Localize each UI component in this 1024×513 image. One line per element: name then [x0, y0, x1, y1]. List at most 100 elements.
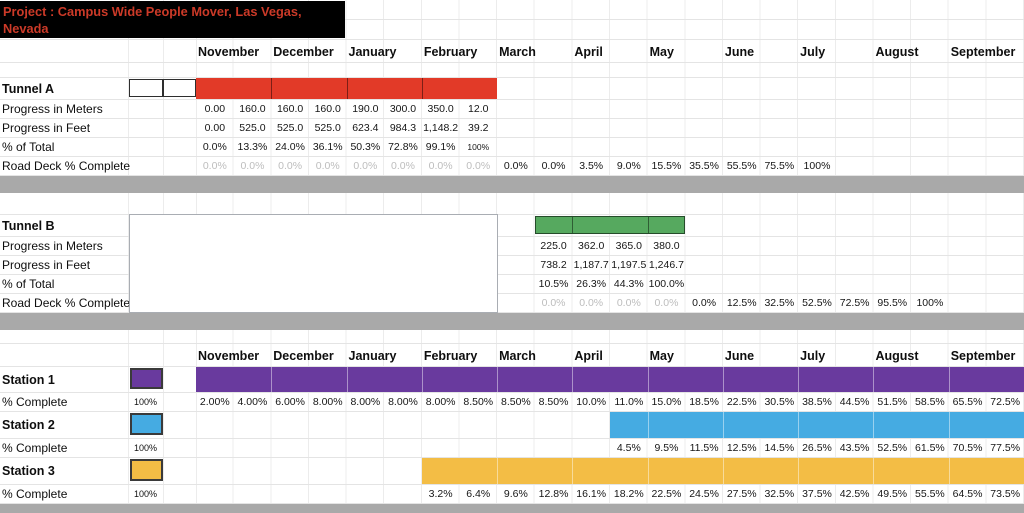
gridline — [128, 458, 129, 484]
month-label-november: November — [198, 45, 260, 59]
station-2-bar-row: Station 2 — [0, 412, 1024, 439]
cell-value: 11.0% — [614, 396, 644, 408]
gridline — [196, 193, 197, 214]
gridline — [163, 40, 164, 62]
cell-value: 55.5% — [726, 160, 757, 172]
month-label-august: August — [875, 349, 919, 363]
cell-value: 12.5% — [726, 442, 757, 454]
cell-value: 61.5% — [915, 442, 945, 454]
cell-value: 0.0% — [240, 160, 265, 172]
month-divider — [421, 78, 423, 99]
gridline — [196, 330, 197, 343]
gridline — [163, 393, 164, 411]
gridline — [196, 393, 197, 411]
month-label-december: December — [273, 349, 334, 363]
month-divider — [798, 412, 800, 438]
gridline — [128, 100, 129, 118]
progress-in-feet-label: Progress in Feet — [2, 258, 91, 272]
month-divider — [271, 78, 273, 99]
cell-value: 0.0% — [692, 297, 717, 309]
gridline — [128, 393, 129, 411]
station-1-gantt-bar — [196, 367, 1024, 392]
station-2--complete-row: % Complete 100% 4.5% 9.5% 11.5% 12.5% 14.5% 26.… — [0, 439, 1024, 458]
month-label-february: February — [423, 45, 478, 59]
column-gridlines — [196, 193, 1024, 214]
cell-value: 32.5% — [764, 297, 795, 309]
station-1-bar-row: Station 1 — [0, 367, 1024, 393]
-complete-label: % Complete — [2, 441, 68, 455]
month-label-may: May — [649, 45, 674, 59]
cell-value: 58.5% — [915, 396, 945, 408]
cell-value: 37.5% — [802, 488, 832, 500]
station-2-label: Station 2 — [2, 418, 55, 432]
cell-value: 8.50% — [538, 396, 569, 408]
month-divider — [873, 412, 875, 438]
cell-value: 30.5% — [764, 396, 795, 408]
-complete-label: % Complete — [2, 395, 68, 409]
cell-value: 190.0 — [352, 103, 379, 115]
cell-value: 0.0% — [616, 297, 641, 309]
month-divider — [722, 458, 724, 484]
cell-value: 10.0% — [576, 396, 607, 408]
cell-value: 225.0 — [540, 240, 567, 252]
month-divider — [948, 367, 950, 392]
cell-value: 350.0 — [427, 103, 454, 115]
cell-value: 160.0 — [276, 103, 304, 115]
cell-value: 8.00% — [425, 396, 456, 408]
project-title: Project : Campus Wide People Mover, Las … — [0, 1, 345, 38]
cell-value: 75.5% — [764, 160, 795, 172]
cell-value: 160.0 — [314, 103, 341, 115]
cell-value: 70.5% — [952, 442, 983, 454]
cell-value: 26.5% — [802, 442, 832, 454]
station-3-gantt-bar — [421, 458, 1024, 484]
cell-value: 16.1% — [576, 488, 607, 500]
cell-value: 12.5% — [726, 297, 757, 309]
station-1-legend-swatch — [130, 368, 163, 389]
gridline — [196, 63, 197, 77]
month-divider — [873, 367, 875, 392]
cell-value: 50.3% — [350, 141, 381, 153]
month-divider — [647, 217, 649, 233]
gridline — [128, 256, 129, 274]
tunnel-b-label: Tunnel B — [2, 218, 55, 233]
month-label-july: July — [800, 45, 826, 59]
cell-value: 11.5% — [689, 442, 719, 454]
cell-value: 36.1% — [312, 141, 343, 153]
cell-value: 0.0% — [579, 297, 604, 309]
gridline — [128, 193, 129, 214]
cell-value: 0.00 — [204, 103, 226, 115]
gridline — [196, 485, 197, 503]
cell-value: 32.5% — [764, 488, 795, 500]
gridline — [128, 439, 129, 457]
gridline — [196, 344, 197, 366]
cell-value: 0.0% — [541, 160, 566, 172]
month-header-row: November December January February March Apri… — [0, 344, 1024, 367]
month-divider — [722, 367, 724, 392]
tunnel-a-progress-in-feet-row: Progress in Feet 0.00 525.0 525.0 525.0 623.4… — [0, 119, 1024, 138]
cell-value: 623.4 — [352, 122, 379, 134]
month-label-september: September — [950, 349, 1016, 363]
tunnel-a-label: Tunnel A — [2, 81, 55, 96]
cell-value: 38.5% — [802, 396, 832, 408]
road-deck-complete-label: Road Deck % Complete — [2, 159, 131, 173]
station-1-label: Station 1 — [2, 372, 55, 387]
month-label-july: July — [800, 349, 826, 363]
gridline — [128, 275, 129, 293]
cell-value: 72.8% — [388, 141, 418, 153]
station-2-gantt-bar — [610, 412, 1024, 438]
-of-total-label: % of Total — [2, 277, 55, 291]
cell-value: 13.3% — [237, 141, 268, 153]
month-label-june: June — [724, 349, 755, 363]
cell-value: 9.0% — [616, 160, 641, 172]
gridline — [128, 367, 129, 392]
cell-value: 160.0 — [239, 103, 266, 115]
gridline — [128, 485, 129, 503]
cell-value: 26.3% — [576, 278, 607, 290]
month-divider — [948, 458, 950, 484]
cell-value: 52.5% — [802, 297, 832, 309]
gridline — [128, 294, 129, 312]
cell-value: 1,197.5 — [611, 259, 647, 271]
gridline — [196, 40, 197, 62]
gridline — [128, 40, 129, 62]
station-3--complete-row: % Complete 100% 3.2% 6.4% 9.6% 12.8% 16.1% 18.2… — [0, 485, 1024, 504]
